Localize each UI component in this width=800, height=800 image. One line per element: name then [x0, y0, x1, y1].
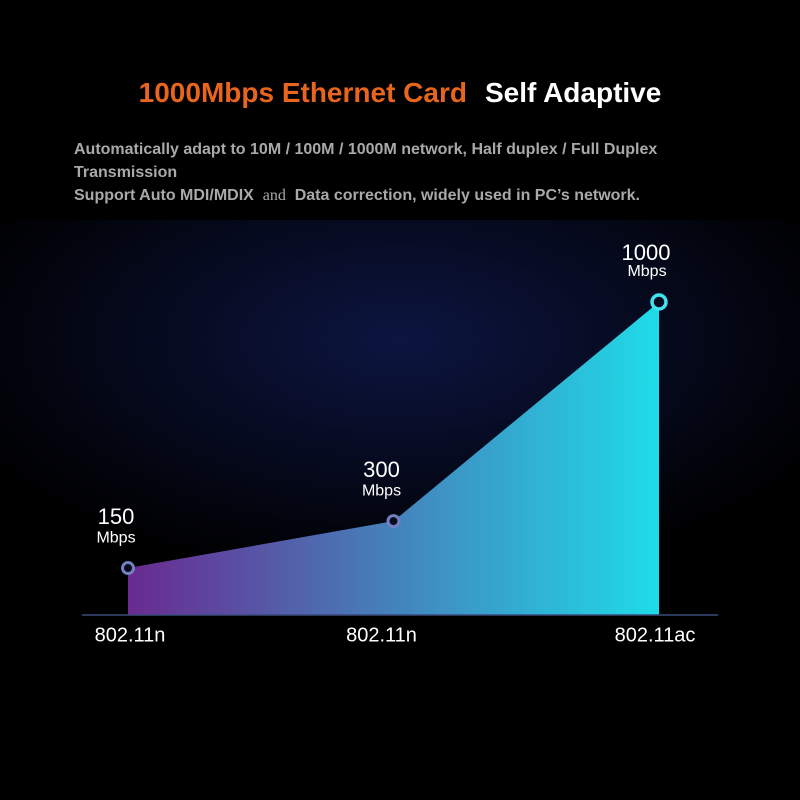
point-marker	[121, 561, 135, 576]
subtitle-part: Support Auto MDI/MDIX	[74, 187, 254, 204]
unit-label: Mbps	[362, 482, 401, 499]
title-part: 1000Mbps Ethernet Card	[139, 77, 467, 108]
subtitle: Automatically adapt to 10M / 100M / 1000…	[74, 138, 744, 207]
x-tick-label: 802.11n	[95, 624, 166, 646]
x-tick-label: 802.11ac	[615, 624, 696, 646]
point-marker	[386, 514, 401, 529]
value-label: 150	[98, 504, 135, 529]
unit-label: Mbps	[627, 263, 666, 280]
x-tick-label: 802.11n	[346, 624, 417, 646]
value-label: 1000	[622, 240, 671, 265]
plot: 150Mbps802.11n300Mbps802.11n1000Mbps802.…	[82, 240, 718, 646]
subtitle-part: Data correction, widely used in PC’s net…	[294, 187, 640, 204]
title-part: Self Adaptive	[485, 77, 661, 108]
point-marker	[650, 293, 668, 311]
subtitle-part: and	[262, 187, 286, 204]
unit-label: Mbps	[96, 529, 135, 546]
area	[128, 302, 659, 615]
subtitle-line: Support Auto MDI/MDIX and Data correctio…	[74, 184, 744, 207]
subtitle-line: Automatically adapt to 10M / 100M / 1000…	[74, 141, 658, 181]
chart-title: 1000Mbps Ethernet Card Self Adaptive	[139, 77, 662, 108]
value-label: 300	[363, 457, 400, 482]
